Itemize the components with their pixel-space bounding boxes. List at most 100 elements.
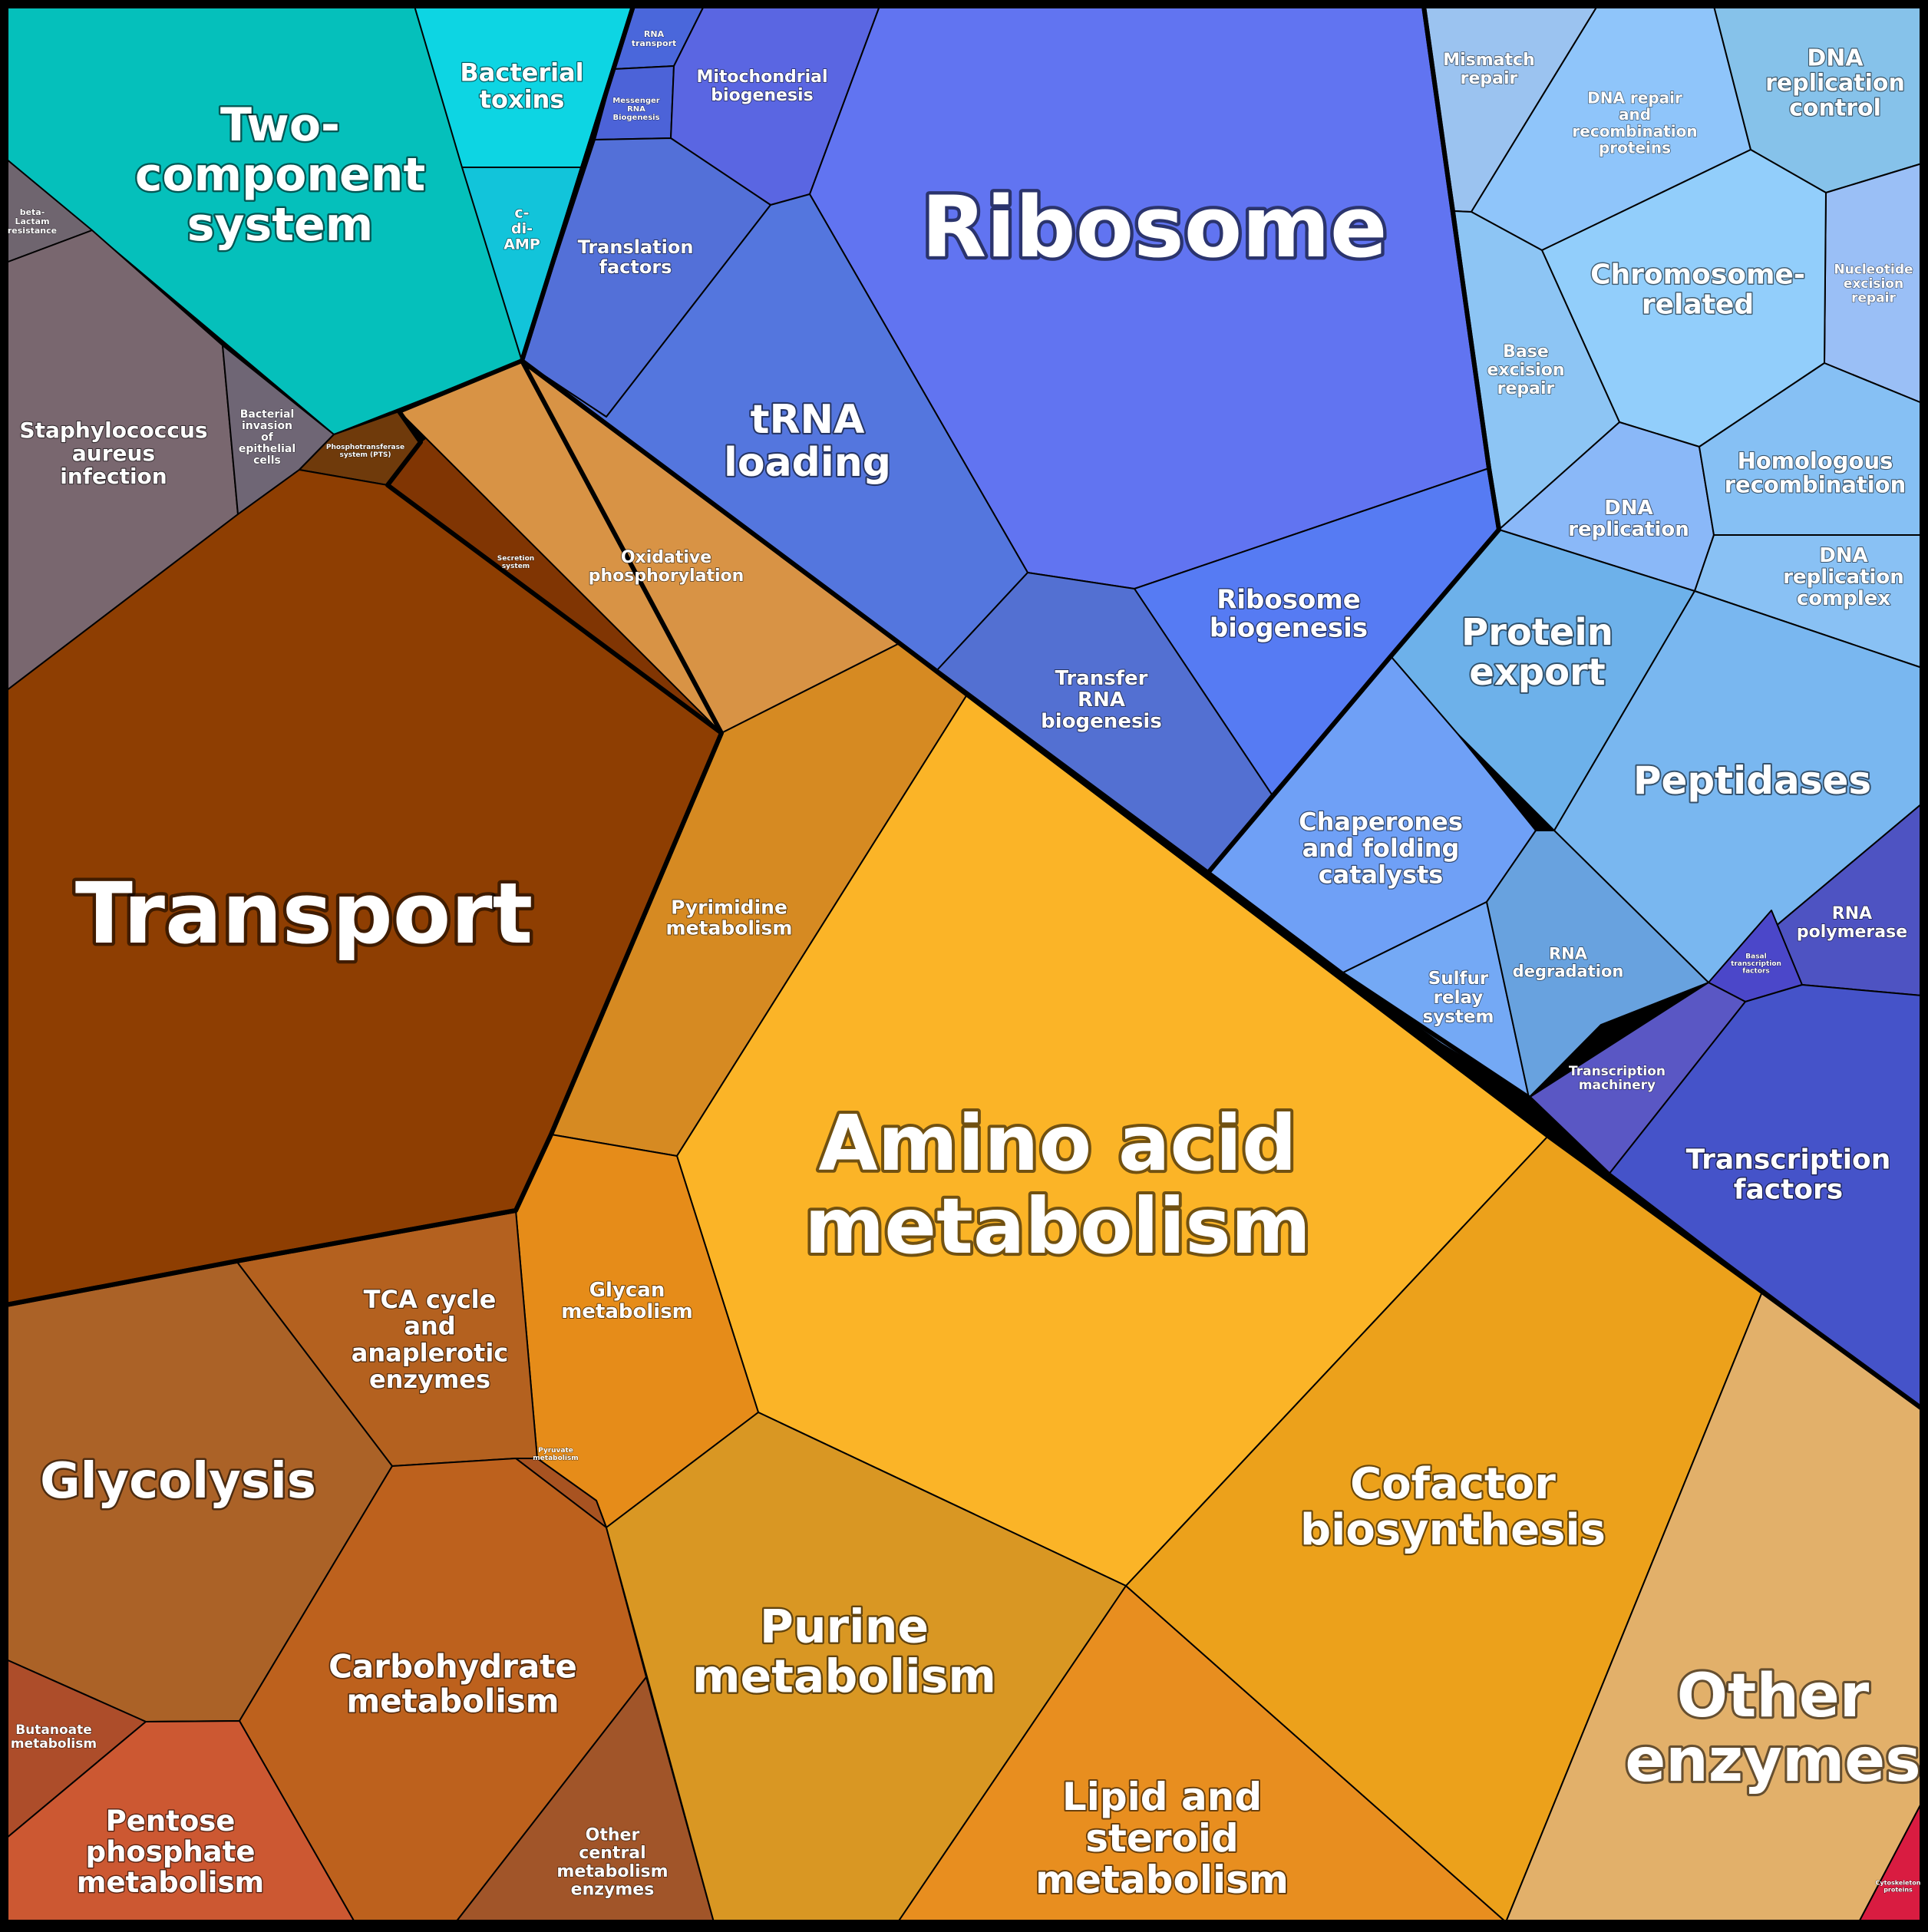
- label-line: replication: [1765, 70, 1905, 97]
- label-nucleotide-excision-repair: Nucleotide excision repair: [1834, 263, 1913, 306]
- label-trna-loading: tRNA loading: [724, 397, 891, 486]
- label-line: Mitochondrial: [696, 68, 827, 87]
- label-c-di-amp: c-di-AMP: [503, 204, 540, 253]
- label-line: and: [1619, 105, 1651, 124]
- label-line: infection: [60, 464, 167, 489]
- label-line: complex: [1797, 587, 1891, 610]
- label-line: Chaperones: [1299, 807, 1463, 836]
- label-line: Base: [1503, 342, 1549, 362]
- label-line: tRNA: [751, 397, 865, 443]
- label-line: biosynthesis: [1300, 1505, 1606, 1555]
- label-line: enzymes: [1625, 1726, 1920, 1795]
- label-line: RNA: [644, 29, 665, 39]
- label-two-component-system: Two-component system: [135, 98, 425, 252]
- label-protein-export: Protein export: [1461, 611, 1613, 694]
- label-line: transcription: [1731, 960, 1781, 968]
- label-bacterial-invasion: Bacterial invasion of epithelial cells: [239, 408, 295, 467]
- label-line: central: [579, 1844, 645, 1863]
- label-line: and: [404, 1312, 455, 1341]
- label-line: proteins: [1599, 138, 1671, 157]
- label-line: metabolism: [1035, 1858, 1289, 1902]
- label-line: phosphorylation: [589, 566, 744, 585]
- label-line: system: [502, 563, 530, 570]
- label-dna-repair-recombination: DNA repair and recombination proteins: [1572, 89, 1697, 157]
- label-line: anaplerotic: [352, 1338, 509, 1367]
- label-line: loading: [724, 440, 891, 486]
- label-line: toxins: [480, 84, 565, 114]
- label-homologous-recombination: Homologous recombination: [1725, 447, 1907, 497]
- label-line: Lactam: [15, 216, 49, 226]
- label-line: Carbohydrate: [328, 1647, 577, 1685]
- label-line: export: [1469, 651, 1605, 694]
- label-chromosome-related: Chromosome-related: [1590, 259, 1805, 320]
- label-peptidases: Peptidases: [1633, 758, 1871, 803]
- label-line: biogenesis: [1041, 710, 1162, 733]
- label-line: biogenesis: [711, 85, 813, 104]
- label-line: Cofactor: [1350, 1458, 1556, 1508]
- label-line: metabolism: [77, 1865, 264, 1898]
- label-dna-replication-complex: DNA replication complex: [1783, 544, 1904, 610]
- label-line: enzymes: [571, 1880, 655, 1899]
- label-line: Pyruvate: [538, 1447, 573, 1455]
- label-line: Cytoskeleton: [1876, 1879, 1921, 1886]
- label-line: TCA cycle: [364, 1285, 497, 1314]
- label-lipid-steroid: Lipid and steroid metabolism: [1035, 1775, 1289, 1902]
- label-line: Mismatch: [1443, 51, 1535, 70]
- label-transfer-rna-biogenesis: Transfer RNA biogenesis: [1041, 667, 1162, 733]
- label-line: Chromosome-: [1590, 259, 1805, 290]
- label-line: factors: [1742, 968, 1770, 976]
- label-line: polymerase: [1797, 922, 1907, 941]
- label-basal-transcription-factors: Basal transcription factors: [1731, 953, 1781, 975]
- label-line: biogenesis: [1210, 613, 1368, 643]
- label-other-central-metabolism: Other central metabolism enzymes: [556, 1825, 668, 1899]
- label-line: Pyrimidine: [671, 896, 787, 918]
- label-line: metabolism: [533, 1455, 578, 1462]
- label-cytoskeleton-proteins: Cytoskeleton proteins: [1876, 1879, 1921, 1893]
- label-line: RNA: [627, 105, 645, 114]
- label-ribosome: Ribosome: [922, 178, 1388, 276]
- label-line: excision: [1844, 276, 1903, 292]
- label-line: Biogenesis: [612, 113, 659, 121]
- label-line: transport: [632, 38, 677, 48]
- label-line: di-: [511, 220, 533, 237]
- label-line: system: [187, 198, 373, 252]
- label-line: Messenger: [612, 97, 659, 105]
- label-line: DNA: [1819, 544, 1867, 567]
- label-transcription-machinery: Transcription machinery: [1569, 1064, 1666, 1093]
- label-line: Protein: [1461, 611, 1613, 654]
- label-line: c-: [514, 204, 529, 221]
- label-line: phosphate: [86, 1835, 256, 1868]
- label-line: DNA: [1604, 497, 1652, 520]
- label-line: RNA: [1832, 904, 1872, 923]
- label-line: metabolism: [804, 1181, 1311, 1271]
- label-line: Transcription: [1686, 1144, 1891, 1175]
- label-line: Pentose: [106, 1805, 236, 1838]
- label-line: Peptidases: [1633, 758, 1871, 803]
- label-line: RNA: [1549, 945, 1588, 963]
- label-line: control: [1789, 94, 1881, 121]
- label-line: component: [135, 148, 425, 202]
- label-pts: Phosphotransferase system (PTS): [326, 444, 404, 459]
- label-line: metabolism: [11, 1736, 97, 1752]
- label-line: Secretion: [497, 555, 534, 563]
- label-butanoate-metabolism: Butanoate metabolism: [11, 1722, 97, 1752]
- label-mitochondrial-biogenesis: Mitochondrial biogenesis: [696, 68, 827, 105]
- label-amino-acid-metabolism: Amino acid metabolism: [804, 1098, 1311, 1271]
- label-line: epithelial: [239, 443, 295, 455]
- label-line: metabolism: [666, 916, 793, 939]
- label-line: Purine: [760, 1600, 929, 1654]
- label-line: cells: [253, 454, 281, 467]
- label-line: recombination: [1725, 472, 1907, 498]
- label-line: beta-: [20, 207, 45, 217]
- label-line: and folding: [1302, 834, 1460, 863]
- label-line: Phosphotransferase: [326, 444, 404, 451]
- label-line: relay: [1434, 988, 1484, 1008]
- label-line: Transport: [75, 864, 533, 963]
- label-staphylococcus-aureus-infection: Staphylococcus aureus infection: [19, 417, 207, 488]
- label-transport: Transport: [75, 864, 533, 963]
- label-line: system (PTS): [340, 451, 391, 459]
- label-line: RNA: [1078, 689, 1125, 712]
- label-line: Two-: [220, 98, 340, 152]
- label-messenger-rna-biogenesis: Messenger RNA Biogenesis: [612, 97, 659, 122]
